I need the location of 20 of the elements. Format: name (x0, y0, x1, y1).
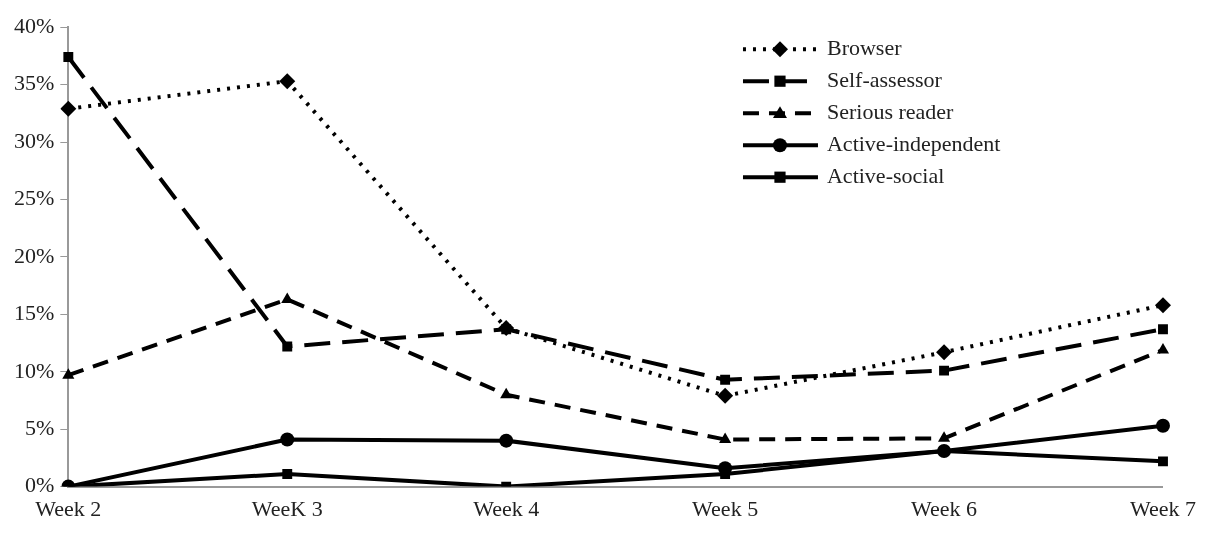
x-tick-label: Week 2 (35, 495, 102, 521)
legend-label: Browser (826, 34, 903, 60)
x-tick-label: Week 5 (692, 495, 759, 521)
y-tick-label: 30% (14, 127, 55, 153)
y-tick-label: 35% (14, 70, 55, 96)
y-tick-label: 5% (25, 414, 55, 440)
y-tick-label: 0% (25, 472, 55, 498)
x-tick-label: Week 4 (473, 495, 540, 521)
legend-label: Serious reader (826, 98, 955, 124)
x-tick-label: WeeK 3 (251, 495, 323, 521)
legend-label: Active-social (826, 162, 945, 188)
x-tick-label: Week 6 (911, 495, 978, 521)
x-tick-label: Week 7 (1129, 495, 1197, 521)
legend-label: Self-assessor (826, 66, 943, 92)
y-tick-label: 40% (14, 12, 55, 38)
y-tick-label: 10% (14, 357, 55, 383)
y-tick-label: 15% (14, 300, 55, 326)
y-tick-label: 25% (14, 185, 55, 211)
y-tick-label: 20% (14, 242, 55, 268)
legend-label: Active-independent (826, 130, 1001, 156)
